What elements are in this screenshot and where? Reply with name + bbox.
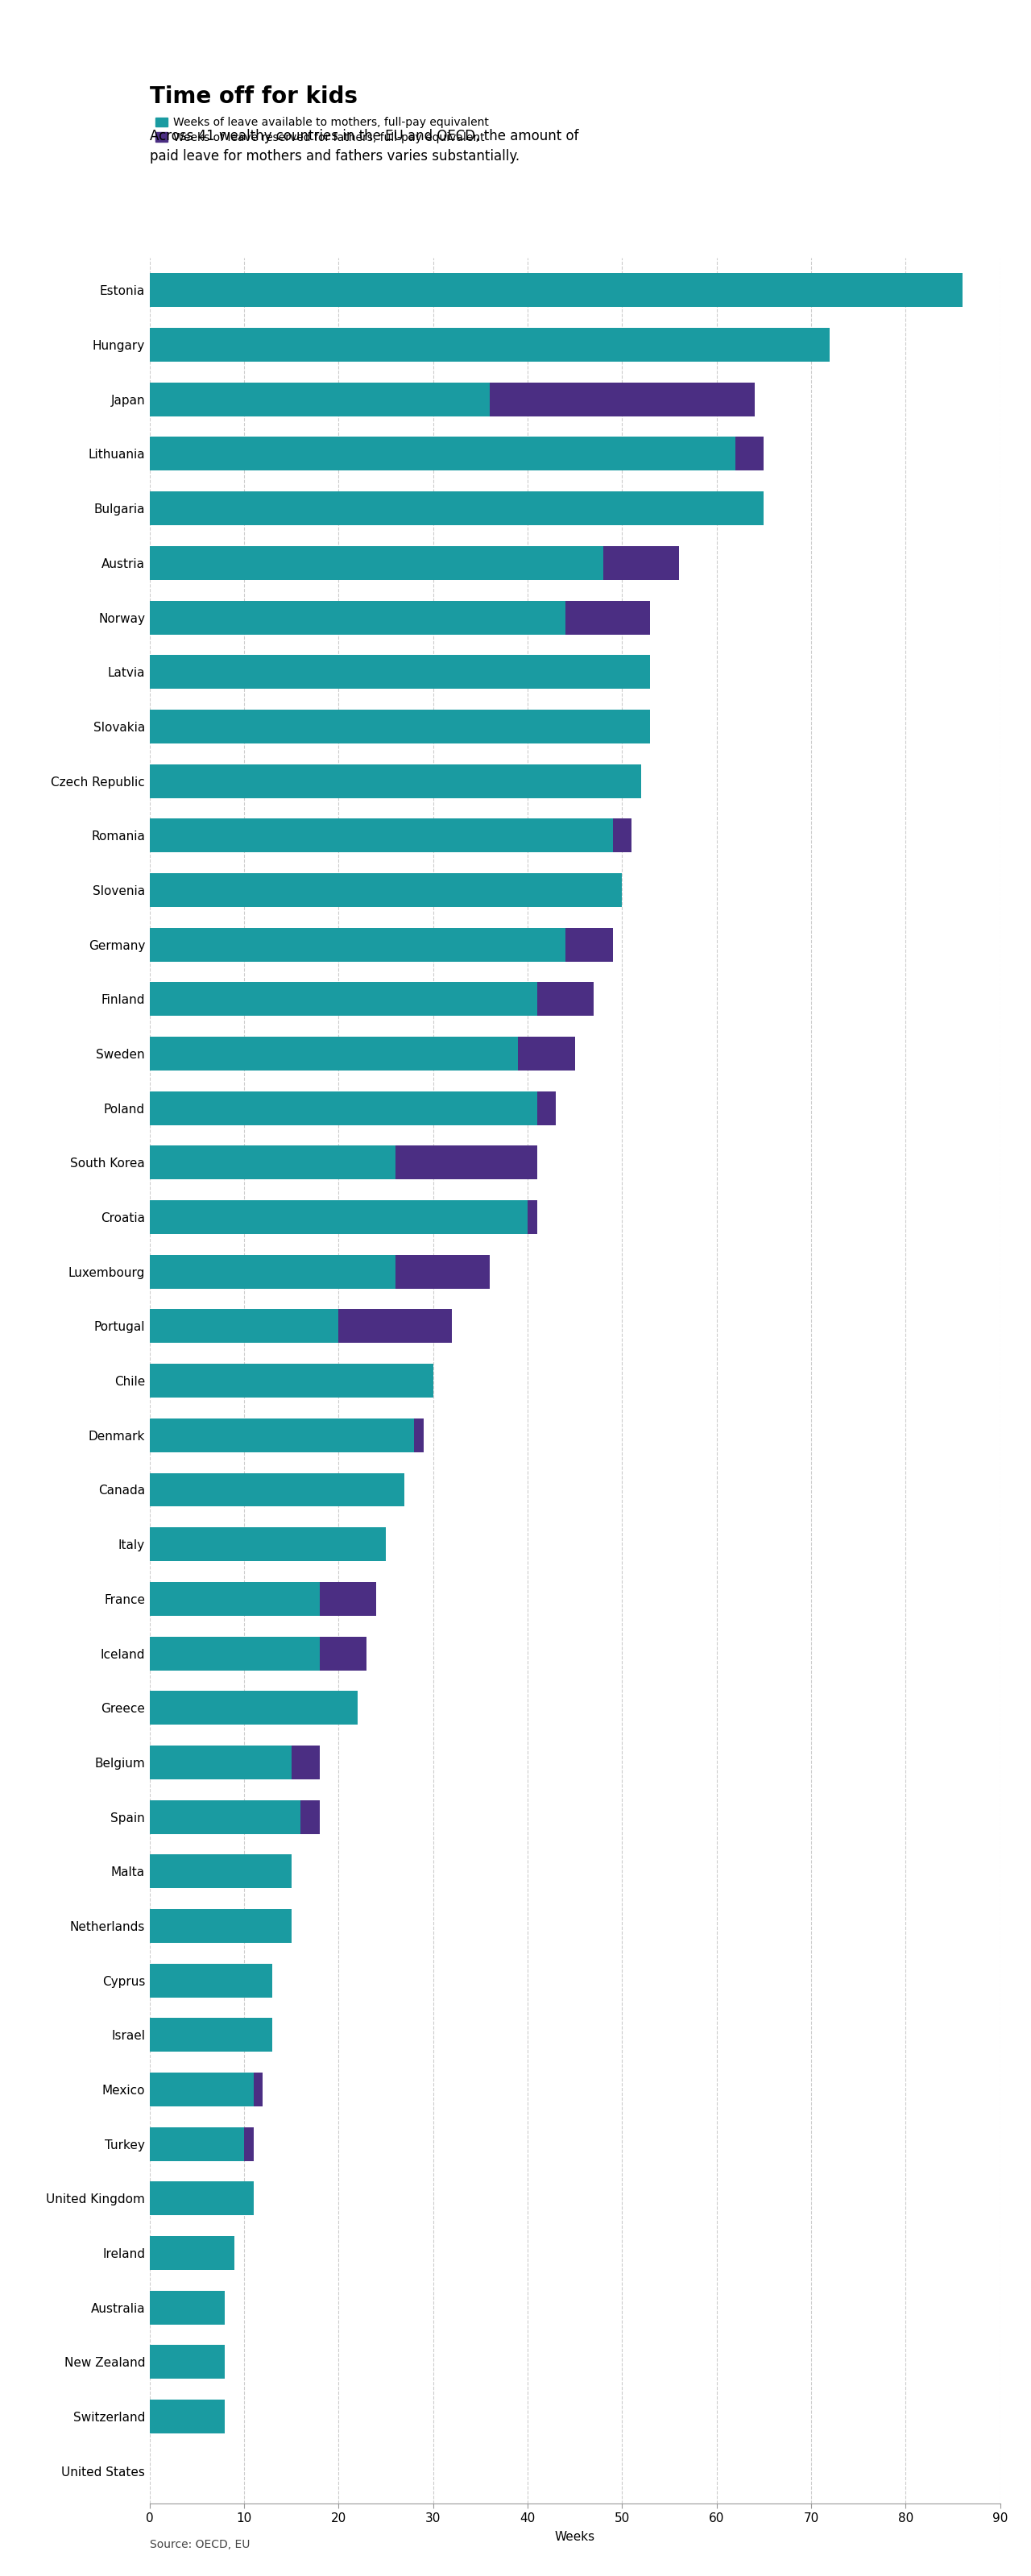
Bar [537, 981, 594, 1015]
Bar [301, 1801, 320, 1834]
Bar [320, 1582, 376, 1615]
X-axis label: Weeks: Weeks [555, 2532, 595, 2543]
Bar [149, 1582, 320, 1615]
Bar [149, 708, 651, 744]
Bar [612, 819, 632, 853]
Bar [149, 654, 651, 688]
Bar [149, 2128, 244, 2161]
Bar [149, 273, 962, 307]
Bar [149, 1146, 395, 1180]
Bar [149, 381, 490, 417]
Bar [395, 1255, 490, 1288]
Bar [149, 2290, 225, 2324]
Bar [149, 1801, 301, 1834]
Text: Source: OECD, EU: Source: OECD, EU [149, 2540, 250, 2550]
Bar [565, 600, 651, 634]
Bar [149, 2344, 225, 2380]
Bar [338, 1309, 452, 1342]
Bar [149, 1473, 404, 1507]
Bar [603, 546, 678, 580]
Bar [149, 927, 565, 961]
Bar [149, 2074, 254, 2107]
Bar [565, 927, 612, 961]
Bar [149, 492, 764, 526]
Bar [149, 1363, 433, 1399]
Bar [149, 600, 565, 634]
Bar [149, 873, 622, 907]
Bar [395, 1146, 537, 1180]
Bar [149, 819, 612, 853]
Bar [149, 1963, 272, 1996]
Bar [320, 1636, 367, 1669]
Bar [244, 2128, 254, 2161]
Bar [149, 981, 537, 1015]
Bar [735, 438, 764, 471]
Bar [292, 1747, 320, 1780]
Bar [149, 765, 641, 799]
Text: Time off for kids: Time off for kids [149, 85, 358, 108]
Bar [149, 1092, 537, 1126]
Bar [149, 327, 830, 361]
Bar [537, 1092, 556, 1126]
Bar [149, 1419, 414, 1453]
Bar [149, 438, 735, 471]
Bar [528, 1200, 537, 1234]
Bar [149, 2182, 254, 2215]
Bar [149, 1309, 338, 1342]
Bar [149, 1636, 320, 1669]
Text: Across 41 wealthy countries in the EU and OECD, the amount of
paid leave for mot: Across 41 wealthy countries in the EU an… [149, 129, 578, 162]
Bar [149, 2236, 235, 2269]
Bar [149, 1528, 386, 1561]
Bar [519, 1036, 575, 1072]
Bar [149, 2017, 272, 2053]
Bar [149, 1909, 292, 1942]
Legend: Weeks of leave available to mothers, full-pay equivalent, Weeks of leave reserve: Weeks of leave available to mothers, ful… [155, 116, 489, 144]
Bar [149, 546, 603, 580]
Bar [149, 1855, 292, 1888]
Bar [254, 2074, 263, 2107]
Bar [149, 1255, 395, 1288]
Bar [149, 2401, 225, 2434]
Bar [149, 1690, 358, 1726]
Bar [490, 381, 755, 417]
Bar [149, 1747, 292, 1780]
Bar [149, 1036, 519, 1072]
Bar [414, 1419, 424, 1453]
Bar [149, 1200, 528, 1234]
